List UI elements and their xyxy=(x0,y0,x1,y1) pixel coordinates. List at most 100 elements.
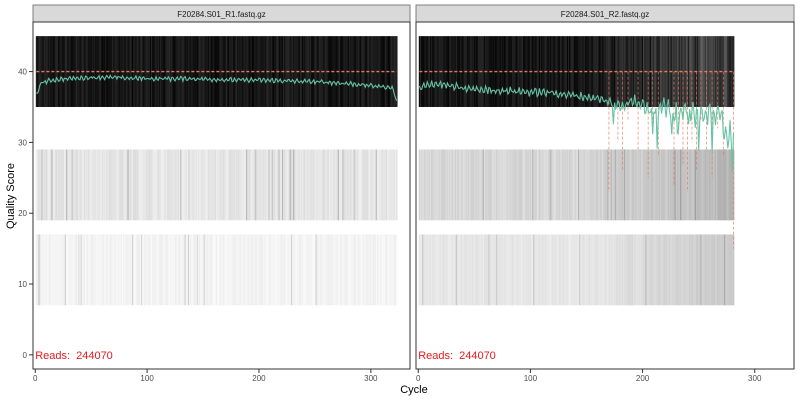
heat-column xyxy=(361,234,363,306)
heat-column xyxy=(701,234,703,306)
heat-column xyxy=(57,234,59,306)
heat-column xyxy=(617,36,619,107)
heat-column xyxy=(66,234,68,306)
heat-column xyxy=(716,149,718,221)
heat-column xyxy=(304,36,306,107)
heat-column xyxy=(511,234,514,306)
heat-column xyxy=(497,149,499,221)
heat-column xyxy=(44,36,47,107)
heat-column xyxy=(234,234,237,306)
heat-column xyxy=(666,36,669,107)
heat-column xyxy=(166,149,169,221)
heat-column xyxy=(363,149,366,221)
heat-column xyxy=(720,149,723,221)
heat-column xyxy=(664,234,666,306)
heat-column xyxy=(186,234,189,306)
heat-column xyxy=(99,149,102,221)
heat-column xyxy=(335,234,338,306)
heat-column xyxy=(379,149,381,221)
heat-column xyxy=(194,149,197,221)
heat-column xyxy=(164,149,166,221)
heat-column xyxy=(533,149,535,221)
heat-column xyxy=(487,234,489,306)
heat-column xyxy=(121,234,124,306)
heat-column xyxy=(482,149,485,221)
heat-column xyxy=(228,234,230,306)
heat-column xyxy=(217,234,219,306)
heat-column xyxy=(271,149,274,221)
heat-column xyxy=(628,234,631,306)
heat-column xyxy=(249,234,251,306)
heat-column xyxy=(108,234,111,306)
heat-column xyxy=(638,149,641,221)
heat-column xyxy=(607,234,609,306)
heat-column xyxy=(297,149,300,221)
heat-column xyxy=(548,149,551,221)
heat-column xyxy=(148,149,151,221)
heat-column xyxy=(324,149,326,221)
heat-column xyxy=(240,36,243,107)
heat-column xyxy=(637,149,640,221)
heat-column xyxy=(444,234,447,306)
heat-column xyxy=(563,36,566,107)
heat-column xyxy=(224,149,227,221)
heat-column xyxy=(711,149,714,221)
heat-column xyxy=(732,36,735,107)
heat-column xyxy=(269,149,272,221)
heat-column xyxy=(585,149,588,221)
heat-column xyxy=(374,36,377,107)
heat-column xyxy=(265,149,267,221)
heat-column xyxy=(70,149,72,221)
heat-column xyxy=(343,149,345,221)
heat-column xyxy=(159,149,162,221)
heat-column xyxy=(723,234,726,306)
heat-column xyxy=(107,149,109,221)
heat-column xyxy=(153,149,155,221)
heat-column xyxy=(36,234,39,306)
heat-column xyxy=(280,149,283,221)
heat-column xyxy=(185,234,188,306)
heat-column xyxy=(38,234,40,306)
heat-column xyxy=(374,149,377,221)
heat-column xyxy=(544,234,546,306)
heat-column xyxy=(578,36,580,107)
heat-column xyxy=(267,149,269,221)
heat-column xyxy=(81,234,84,306)
heat-column xyxy=(152,234,154,306)
heat-column xyxy=(325,234,328,306)
heat-column xyxy=(576,149,579,221)
heat-column xyxy=(663,149,665,221)
heat-column xyxy=(629,149,632,221)
heat-column xyxy=(574,234,577,306)
heat-column xyxy=(530,149,533,221)
heat-column xyxy=(702,36,705,107)
heat-column xyxy=(464,149,467,221)
heat-column xyxy=(258,149,260,221)
heat-column xyxy=(387,234,389,306)
heat-column xyxy=(214,36,217,107)
heat-column xyxy=(193,234,196,306)
heat-column xyxy=(336,234,339,306)
heat-column xyxy=(357,234,360,306)
heat-column xyxy=(308,234,311,306)
heat-column xyxy=(213,36,216,107)
heat-column xyxy=(294,234,296,306)
heat-column xyxy=(191,234,193,306)
heat-column xyxy=(114,149,116,221)
heat-column xyxy=(328,234,331,306)
heat-column xyxy=(265,36,267,107)
heat-column xyxy=(435,234,438,306)
heat-column xyxy=(202,234,204,306)
heat-column xyxy=(281,234,284,306)
heat-column xyxy=(302,234,304,306)
heat-column xyxy=(332,149,334,221)
heat-column xyxy=(510,234,513,306)
heat-column xyxy=(550,149,552,221)
heat-column xyxy=(572,36,574,107)
heat-column xyxy=(221,234,224,306)
y-axis: 0 10 20 30 40 xyxy=(18,68,33,360)
heat-column xyxy=(239,234,241,306)
heat-column xyxy=(114,234,116,306)
heat-column xyxy=(524,234,526,306)
heat-column xyxy=(253,149,256,221)
